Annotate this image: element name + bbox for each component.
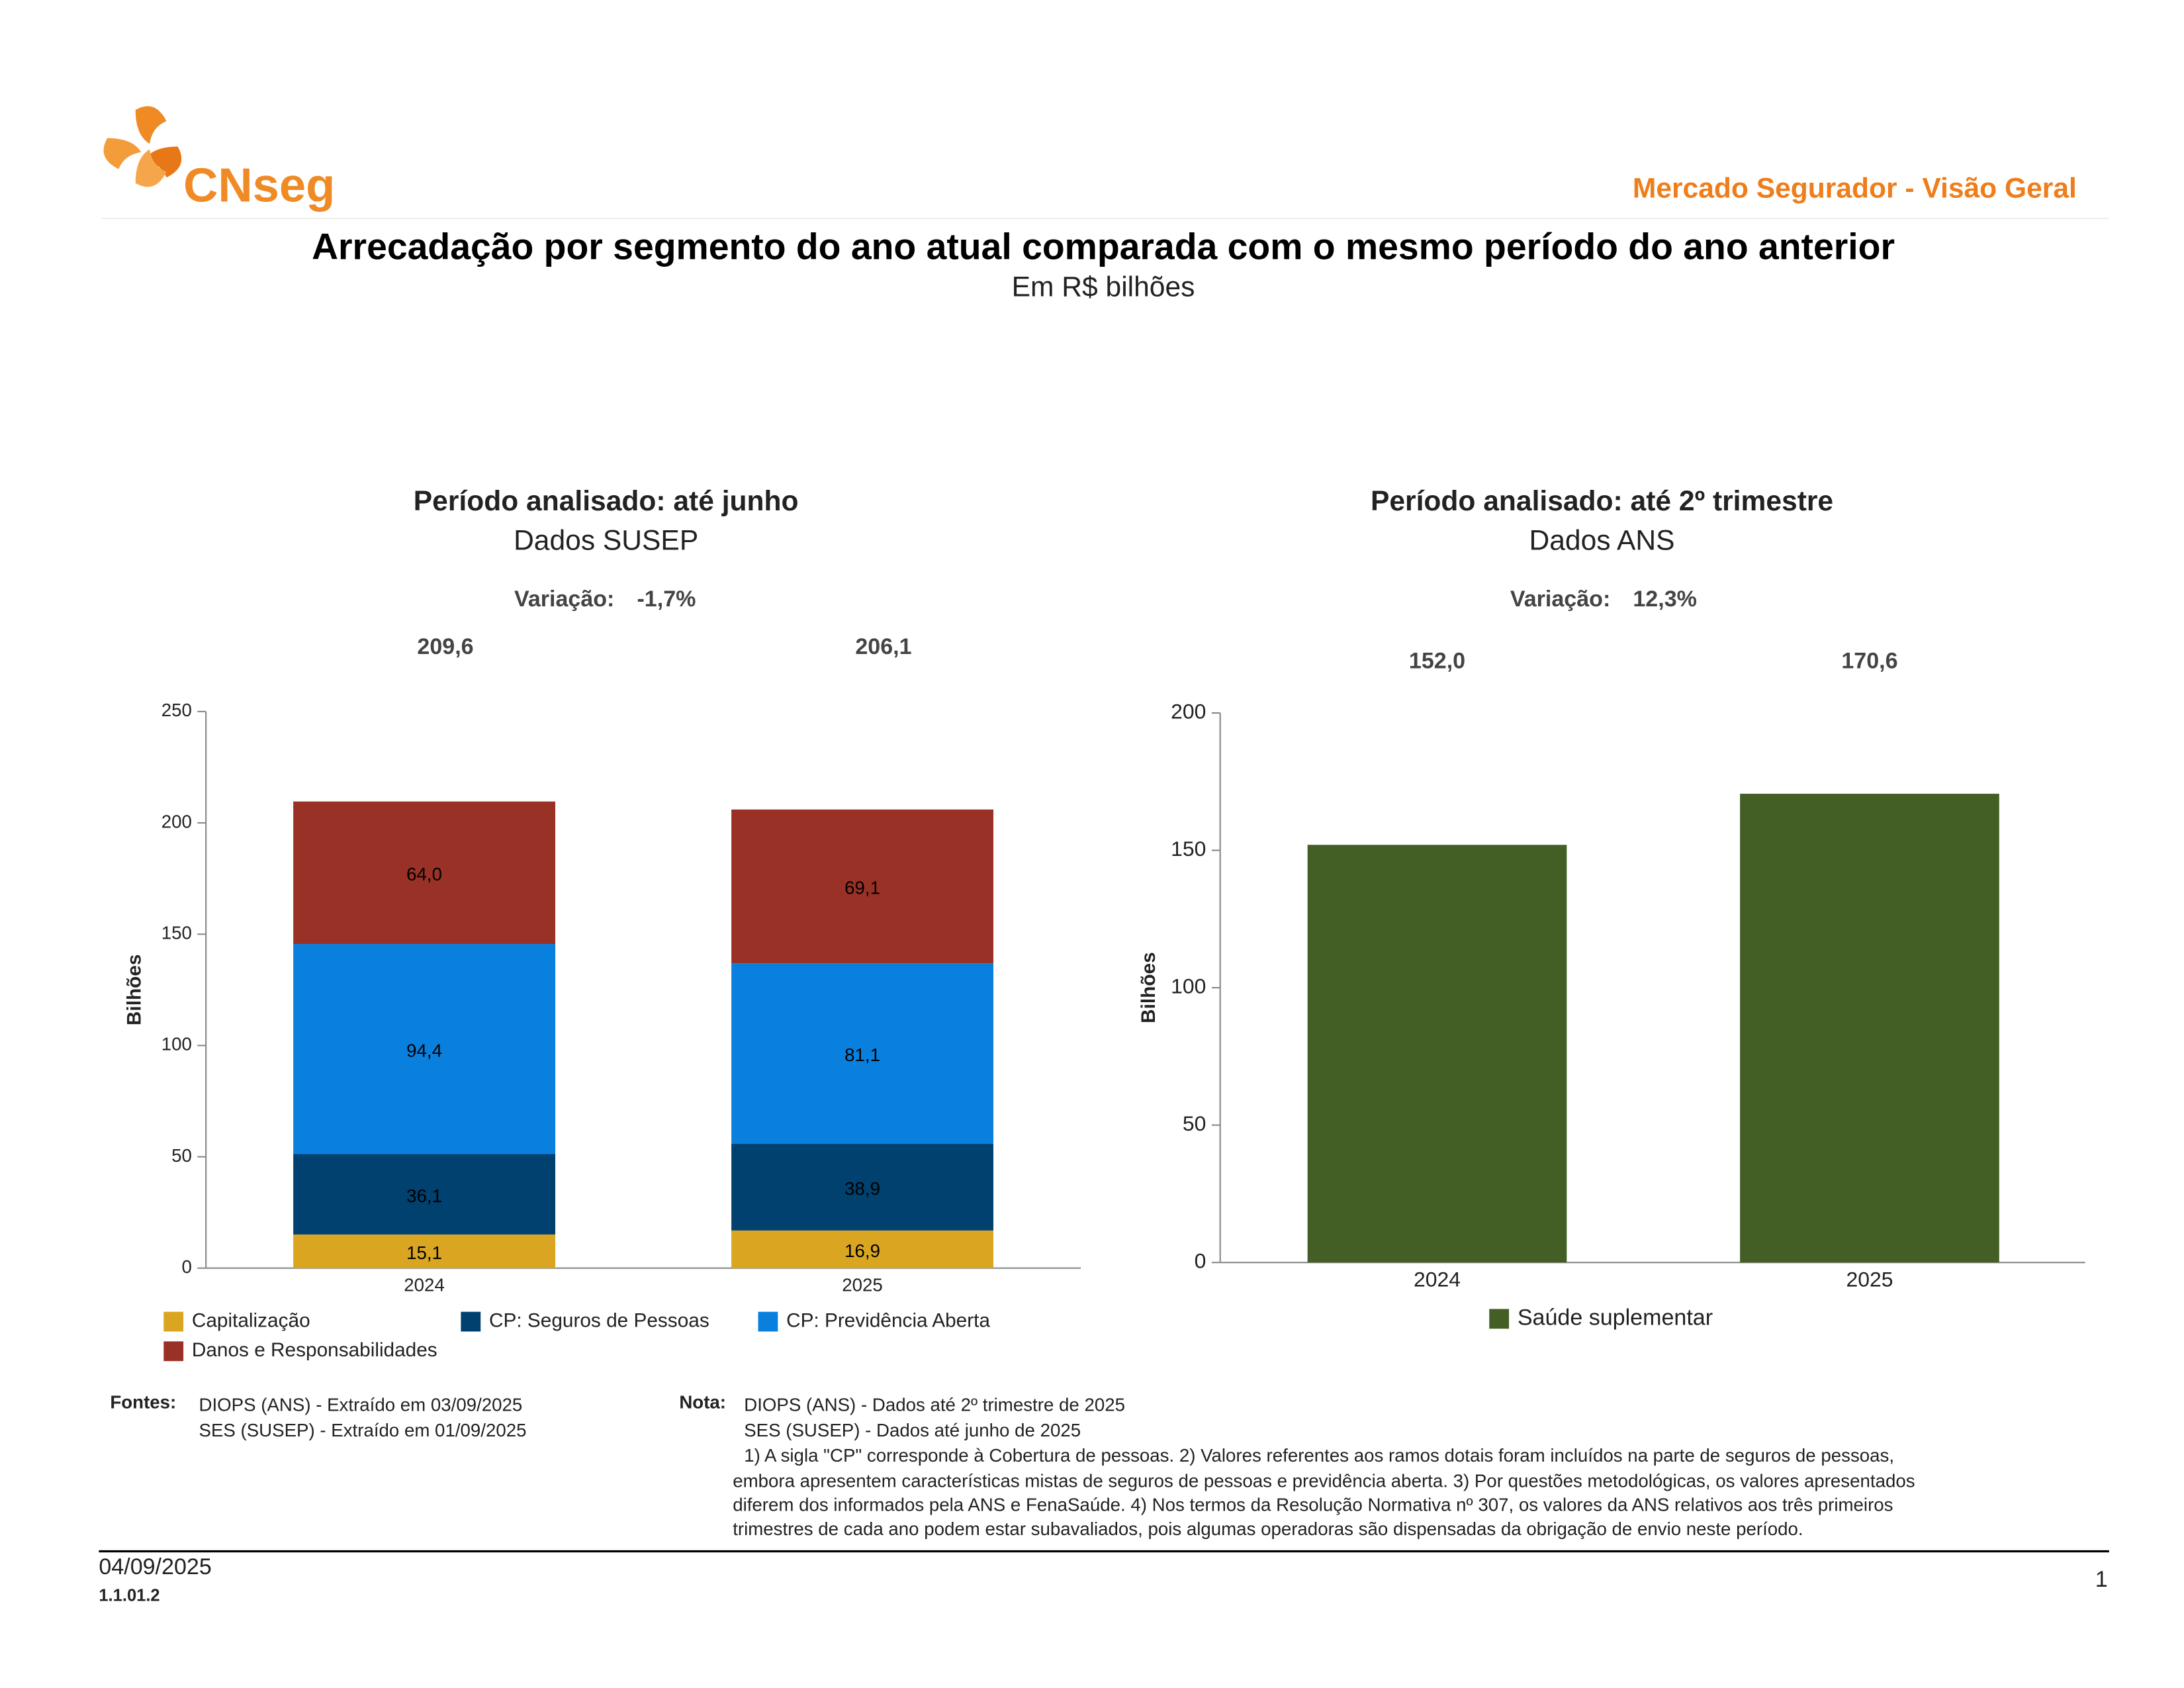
value-label: 170,6 (1841, 648, 1897, 673)
note-line: 1) A sigla "CP" corresponde à Cobertura … (744, 1445, 1894, 1466)
note-line: diferem dos informados pela ANS e FenaSa… (733, 1495, 1893, 1515)
bar-segment (731, 1230, 994, 1268)
chart-title: Período analisado: até 2º trimestre (1371, 485, 1833, 517)
legend-label: Capitalização (192, 1309, 310, 1331)
bar-segment (731, 809, 994, 964)
legend-label: Saúde suplementar (1518, 1305, 1713, 1330)
y-tick-label: 100 (1171, 974, 1206, 998)
value-label: 94,4 (406, 1040, 442, 1060)
legend-swatch (461, 1311, 481, 1332)
legend-swatch (163, 1341, 184, 1362)
bar-segment (731, 1144, 994, 1231)
variation-value: -1,7% (637, 586, 696, 612)
y-tick-label: 50 (171, 1145, 192, 1166)
chart-subtitle: Dados ANS (1529, 525, 1675, 557)
y-axis-title: Bilhões (124, 955, 146, 1026)
page-title: Arrecadação por segmento do ano atual co… (312, 226, 1895, 267)
value-label: 81,1 (844, 1045, 880, 1065)
section-title: Mercado Segurador - Visão Geral (1633, 173, 2077, 205)
note-line: trimestres de cada ano podem estar subav… (733, 1519, 1803, 1539)
variation-label: Variação: (514, 586, 614, 612)
legend-label: CP: Previdência Aberta (786, 1309, 990, 1331)
value-label: 15,1 (406, 1243, 442, 1263)
chart-title: Período analisado: até junho (414, 485, 799, 517)
y-axis-title: Bilhões (1138, 952, 1160, 1023)
y-tick-label: 50 (1183, 1111, 1206, 1135)
legend-label: CP: Seguros de Pessoas (489, 1309, 709, 1331)
y-tick-label: 150 (161, 923, 192, 943)
y-tick-label: 0 (181, 1256, 191, 1277)
legend-swatch (1489, 1309, 1510, 1329)
bar-segment (293, 944, 556, 1154)
page-subtitle: Em R$ bilhões (1012, 271, 1195, 303)
brand: CNseg (183, 158, 335, 212)
bar-segment (293, 1154, 556, 1235)
value-label: 36,1 (406, 1186, 442, 1206)
value-label: 152,0 (1409, 648, 1465, 673)
total-label: 209,6 (417, 634, 473, 659)
variation-label: Variação: (1510, 586, 1610, 612)
page-number: 1 (2095, 1567, 2108, 1592)
y-tick-label: 100 (161, 1034, 192, 1055)
source-line: SES (SUSEP) - Extraído em 01/09/2025 (199, 1420, 527, 1440)
bar-segment (1307, 845, 1567, 1263)
legend-swatch (163, 1311, 184, 1332)
footer-code: 1.1.01.2 (99, 1586, 159, 1605)
y-tick-label: 200 (161, 811, 192, 831)
variation-value: 12,3% (1633, 586, 1697, 612)
note-line: SES (SUSEP) - Dados até junho de 2025 (744, 1420, 1081, 1440)
logo (103, 106, 182, 187)
value-label: 16,9 (844, 1241, 880, 1261)
bar-segment (293, 801, 556, 945)
notes-label: Nota: (679, 1391, 726, 1412)
footer-date: 04/09/2025 (99, 1554, 211, 1579)
source-line: DIOPS (ANS) - Extraído em 03/09/2025 (199, 1395, 523, 1415)
total-label: 206,1 (855, 634, 911, 659)
y-tick-label: 150 (1171, 837, 1206, 861)
value-label: 38,9 (844, 1178, 880, 1199)
bar-segment (293, 1234, 556, 1268)
value-label: 69,1 (844, 878, 880, 898)
chart-subtitle: Dados SUSEP (514, 525, 698, 557)
x-tick-label: 2025 (842, 1275, 883, 1295)
note-line: embora apresentem características mistas… (733, 1471, 1915, 1491)
y-tick-label: 250 (161, 700, 192, 720)
note-line: DIOPS (ANS) - Dados até 2º trimestre de … (744, 1395, 1125, 1415)
x-tick-label: 2024 (1414, 1267, 1461, 1291)
legend-swatch (758, 1311, 778, 1332)
y-tick-label: 0 (1195, 1249, 1206, 1273)
y-tick-label: 200 (1171, 699, 1206, 723)
sources-label: Fontes: (110, 1391, 176, 1412)
bar-segment (1740, 794, 1999, 1263)
legend-label: Danos e Responsabilidades (192, 1339, 437, 1361)
value-label: 64,0 (406, 864, 442, 884)
bar-segment (731, 963, 994, 1145)
x-tick-label: 2025 (1846, 1267, 1893, 1291)
x-tick-label: 2024 (404, 1275, 445, 1295)
